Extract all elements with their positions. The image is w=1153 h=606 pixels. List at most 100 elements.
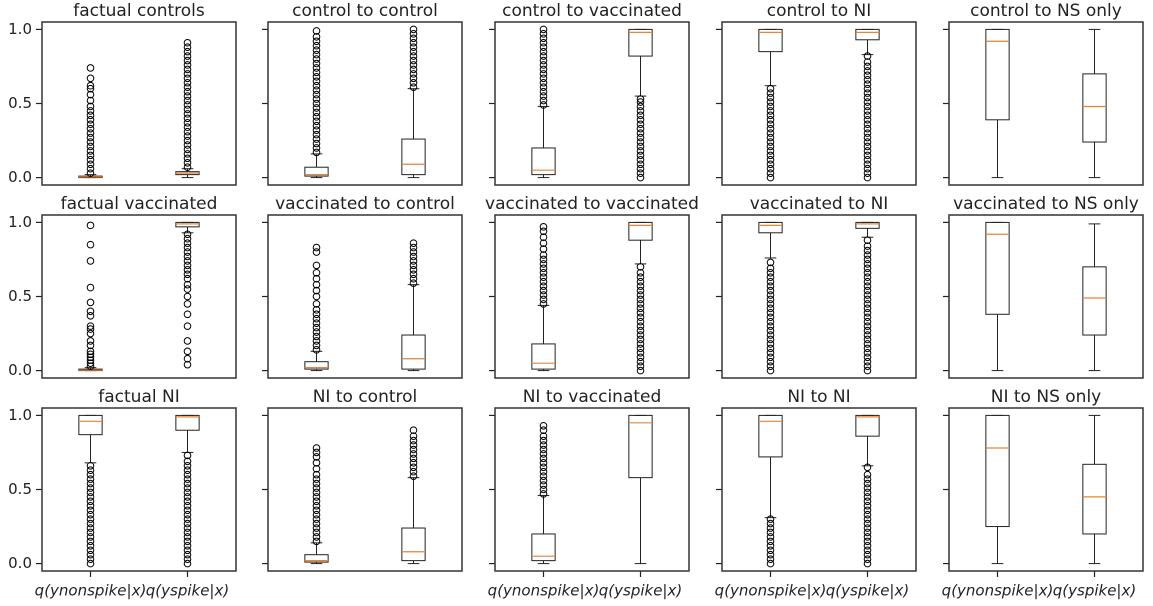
outlier <box>312 77 321 86</box>
box <box>628 28 653 57</box>
outlier <box>636 322 645 330</box>
outlier <box>86 64 95 72</box>
outlier <box>766 353 775 362</box>
outlier <box>312 41 321 50</box>
outlier <box>183 550 192 559</box>
outlier <box>766 340 775 348</box>
box <box>1082 463 1107 535</box>
outlier <box>863 362 872 370</box>
outlier <box>766 322 775 330</box>
outlier <box>863 309 872 317</box>
outlier <box>636 340 645 348</box>
outlier <box>539 485 548 494</box>
outlier <box>636 98 645 106</box>
outlier <box>183 300 192 308</box>
outlier <box>863 317 872 326</box>
outlier <box>539 38 548 47</box>
outlier <box>863 133 872 142</box>
outlier <box>766 313 775 322</box>
outlier <box>86 484 95 492</box>
outlier <box>183 360 192 369</box>
outlier <box>86 257 95 265</box>
outlier <box>312 533 321 541</box>
box <box>78 414 103 436</box>
outlier <box>766 84 775 93</box>
outlier <box>312 346 321 354</box>
outlier <box>766 524 775 532</box>
outlier <box>183 451 192 460</box>
outlier <box>636 102 645 111</box>
outlier <box>312 50 321 59</box>
outlier <box>766 164 775 173</box>
axes-frame <box>494 21 690 186</box>
outlier <box>183 484 192 492</box>
outlier <box>86 129 95 137</box>
outlier <box>183 497 192 506</box>
axes-frame <box>267 21 463 186</box>
outlier <box>539 490 548 498</box>
outlier <box>863 169 872 177</box>
y-tick-label: 0.5 <box>8 480 32 498</box>
outlier <box>183 234 192 243</box>
outlier <box>539 426 548 435</box>
outlier <box>409 270 418 279</box>
outlier <box>766 264 775 273</box>
outlier <box>863 331 872 339</box>
outlier <box>312 528 321 537</box>
x-tick-label: q(ynonspike|x) <box>35 582 147 600</box>
outlier <box>636 107 645 115</box>
outlier <box>409 261 418 270</box>
axes-frame <box>494 214 690 379</box>
outlier <box>183 141 192 149</box>
outlier <box>766 546 775 555</box>
box <box>531 343 556 370</box>
outlier <box>863 273 872 282</box>
outlier <box>409 279 418 287</box>
outlier <box>312 130 321 139</box>
outlier <box>636 169 645 177</box>
outlier <box>539 277 548 286</box>
outlier <box>863 151 872 160</box>
outlier <box>766 295 775 304</box>
outlier <box>863 479 872 488</box>
outlier <box>766 286 775 295</box>
outlier <box>312 306 321 314</box>
outlier <box>863 156 872 164</box>
x-tick-label: q(ynonspike|x) <box>488 582 600 600</box>
outlier <box>636 335 645 344</box>
outlier <box>539 268 548 277</box>
outlier <box>312 37 321 46</box>
outlier <box>766 277 775 286</box>
outlier <box>863 120 872 129</box>
outlier <box>766 116 775 124</box>
box <box>401 527 426 562</box>
outlier <box>863 470 872 479</box>
x-tick-label: q(ynonspike|x) <box>942 582 1054 600</box>
outlier <box>863 236 872 244</box>
outlier <box>863 497 872 506</box>
outlier <box>312 64 321 72</box>
outlier <box>183 145 192 154</box>
outlier <box>863 58 872 66</box>
outlier <box>312 27 321 35</box>
panel-title: control to control <box>292 1 438 21</box>
axes-frame <box>948 214 1144 379</box>
outlier <box>183 519 192 528</box>
outlier <box>86 164 95 173</box>
outlier <box>312 73 321 81</box>
outlier <box>539 255 548 264</box>
outlier <box>86 298 95 307</box>
y-tick-label: 0.5 <box>8 287 32 305</box>
outlier <box>409 83 418 91</box>
box <box>985 221 1010 315</box>
axes-frame <box>721 407 917 572</box>
outlier <box>863 138 872 146</box>
outlier <box>183 470 192 479</box>
outlier <box>863 555 872 563</box>
outlier <box>863 322 872 330</box>
outlier <box>863 559 872 568</box>
outlier <box>539 300 548 308</box>
outlier <box>766 102 775 111</box>
outlier <box>766 173 775 182</box>
